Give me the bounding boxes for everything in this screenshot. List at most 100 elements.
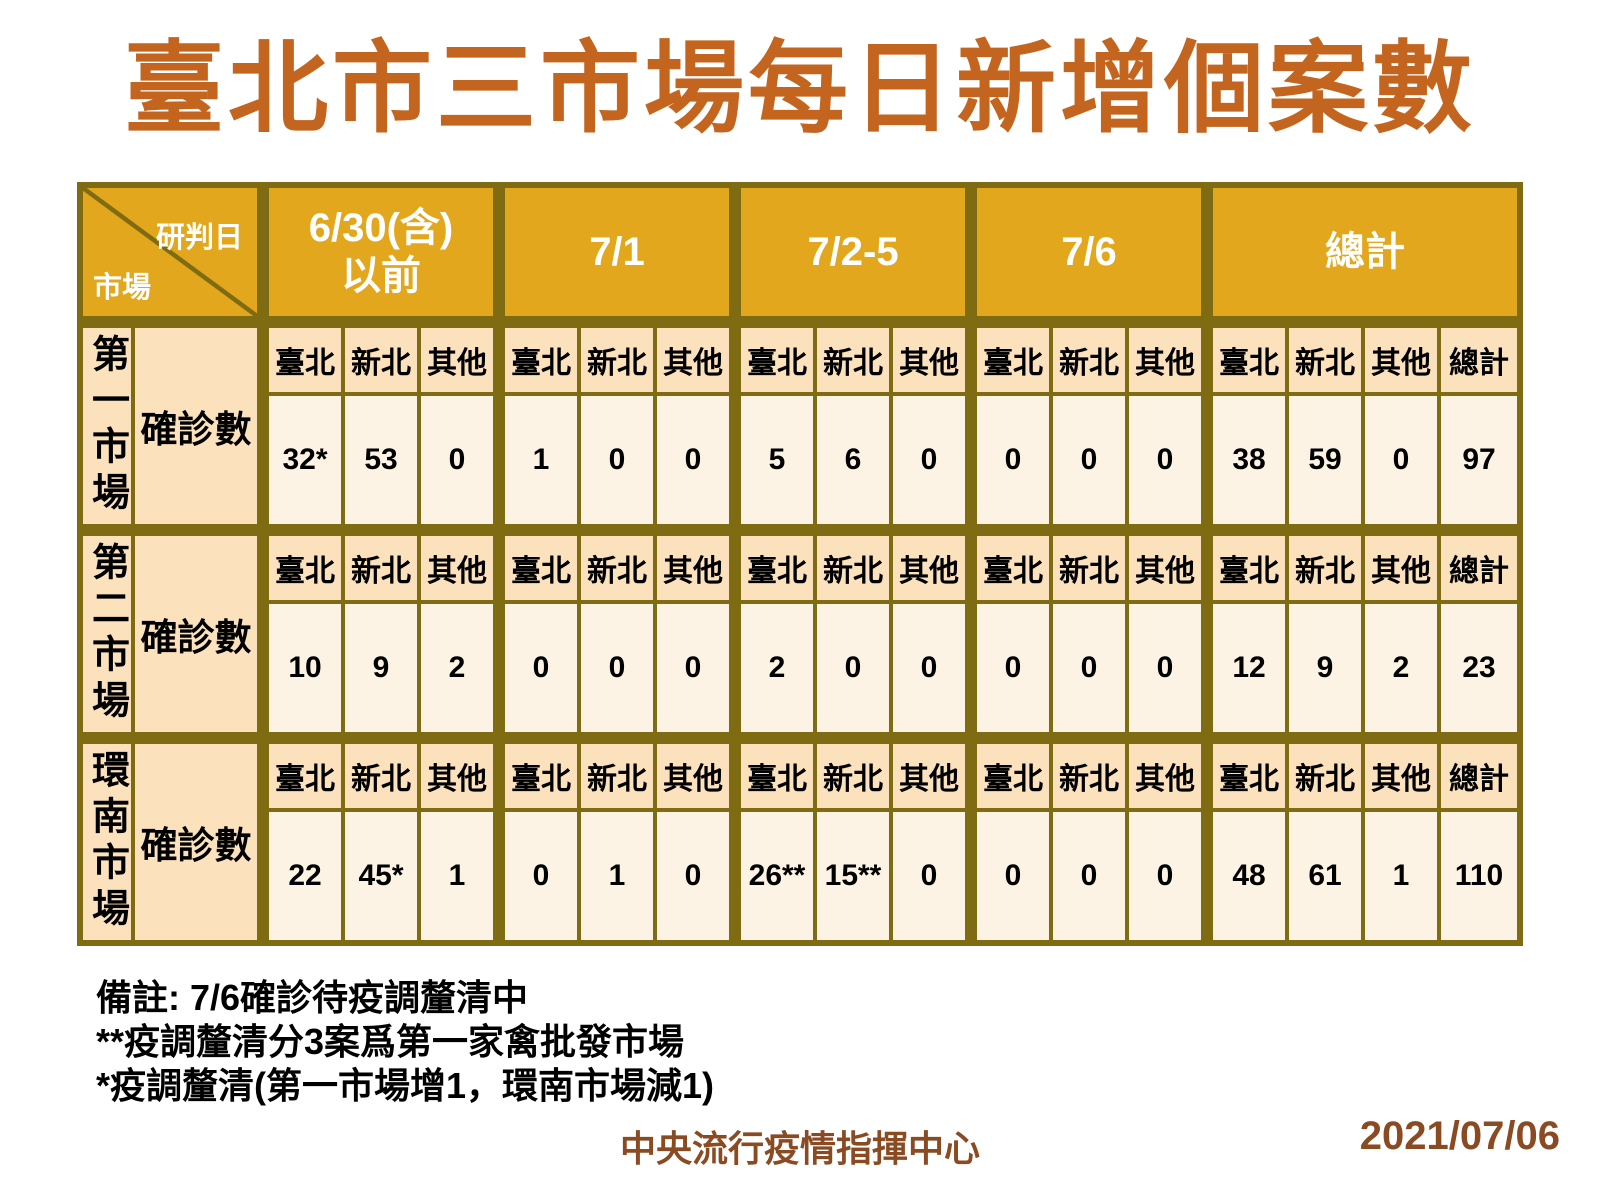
date-group-header: 6/30(含) 以前 bbox=[269, 188, 493, 316]
market-block: 第二市場 確診數 臺北 新北 其他 臺北 新北 其他 臺北 新北 其他 bbox=[83, 536, 1517, 732]
divider bbox=[733, 536, 737, 600]
date-group-header: 總計 bbox=[1213, 188, 1517, 316]
value-cell: 10 bbox=[269, 604, 341, 732]
divider bbox=[733, 744, 737, 808]
market-data-grid: 臺北 新北 其他 臺北 新北 其他 臺北 新北 其他 臺北 新北 其他 bbox=[261, 744, 1517, 940]
sub-column-header: 新北 bbox=[817, 328, 889, 392]
value-cell: 110 bbox=[1441, 812, 1517, 940]
value-cell: 0 bbox=[1129, 812, 1201, 940]
value-cell: 45* bbox=[345, 812, 417, 940]
sub-column-header: 臺北 bbox=[1213, 328, 1285, 392]
market-block: 第一市場 確診數 臺北 新北 其他 臺北 新北 其他 臺北 新北 其他 bbox=[83, 328, 1517, 524]
sub-column-header: 臺北 bbox=[269, 744, 341, 808]
sub-column-header: 其他 bbox=[421, 536, 493, 600]
divider bbox=[83, 736, 1517, 740]
value-cell: 0 bbox=[977, 396, 1049, 524]
sub-column-header: 其他 bbox=[421, 744, 493, 808]
value-cell: 0 bbox=[581, 604, 653, 732]
value-cell: 0 bbox=[1053, 604, 1125, 732]
divider bbox=[261, 188, 265, 316]
sub-column-header: 臺北 bbox=[977, 744, 1049, 808]
sub-column-header: 新北 bbox=[1053, 536, 1125, 600]
divider bbox=[1205, 744, 1209, 808]
divider bbox=[969, 744, 973, 808]
sub-column-header: 臺北 bbox=[977, 328, 1049, 392]
market-data-grid: 臺北 新北 其他 臺北 新北 其他 臺北 新北 其他 臺北 新北 其他 bbox=[261, 328, 1517, 524]
divider bbox=[1205, 188, 1209, 316]
value-row: 22 45* 1 0 1 0 26** 15** 0 0 0 0 48 bbox=[261, 812, 1517, 940]
sub-column-header: 新北 bbox=[581, 536, 653, 600]
sub-column-header: 其他 bbox=[1365, 328, 1437, 392]
value-cell: 97 bbox=[1441, 396, 1517, 524]
sub-column-header: 新北 bbox=[817, 536, 889, 600]
value-cell: 26** bbox=[741, 812, 813, 940]
sub-column-header: 其他 bbox=[657, 536, 729, 600]
value-cell: 2 bbox=[741, 604, 813, 732]
divider bbox=[733, 328, 737, 392]
value-cell: 0 bbox=[1053, 812, 1125, 940]
note-line: 備註: 7/6確診待疫調釐清中 bbox=[96, 977, 529, 1018]
sub-column-header: 新北 bbox=[345, 744, 417, 808]
sub-header-row: 臺北 新北 其他 臺北 新北 其他 臺北 新北 其他 臺北 新北 其他 bbox=[261, 328, 1517, 392]
value-cell: 1 bbox=[1365, 812, 1437, 940]
value-cell: 0 bbox=[893, 604, 965, 732]
sub-column-header: 其他 bbox=[1365, 536, 1437, 600]
value-cell: 2 bbox=[1365, 604, 1437, 732]
value-cell: 0 bbox=[893, 812, 965, 940]
divider bbox=[733, 812, 737, 940]
value-cell: 12 bbox=[1213, 604, 1285, 732]
divider bbox=[1205, 396, 1209, 524]
sub-column-header: 其他 bbox=[1129, 536, 1201, 600]
sub-column-header: 其他 bbox=[893, 744, 965, 808]
sub-column-header: 新北 bbox=[1053, 744, 1125, 808]
market-name: 第二市場 bbox=[83, 536, 131, 732]
total-column-header: 總計 bbox=[1441, 744, 1517, 808]
divider bbox=[969, 812, 973, 940]
divider bbox=[261, 536, 265, 600]
divider bbox=[1205, 812, 1209, 940]
value-cell: 6 bbox=[817, 396, 889, 524]
value-cell: 1 bbox=[421, 812, 493, 940]
value-cell: 48 bbox=[1213, 812, 1285, 940]
corner-label-market: 市場 bbox=[93, 272, 152, 304]
org-name: 中央流行疫情指揮中心 bbox=[619, 1128, 981, 1169]
divider bbox=[261, 744, 265, 808]
value-cell: 0 bbox=[1129, 604, 1201, 732]
sub-column-header: 臺北 bbox=[741, 744, 813, 808]
table-header-row: 研判日 市場 6/30(含) 以前 7/1 7/2-5 7/6 總計 bbox=[83, 188, 1517, 316]
sub-column-header: 其他 bbox=[893, 328, 965, 392]
row-label-confirmed-count: 確診數 bbox=[135, 536, 257, 732]
value-cell: 1 bbox=[581, 812, 653, 940]
divider bbox=[497, 188, 501, 316]
diagonal-line bbox=[83, 188, 257, 316]
value-cell: 0 bbox=[505, 812, 577, 940]
corner-label-judgment-date: 研判日 bbox=[155, 222, 243, 254]
sub-column-header: 臺北 bbox=[1213, 744, 1285, 808]
value-cell: 22 bbox=[269, 812, 341, 940]
value-cell: 0 bbox=[1129, 396, 1201, 524]
value-row: 10 9 2 0 0 0 2 0 0 0 0 0 12 bbox=[261, 604, 1517, 732]
date-group-header: 7/6 bbox=[977, 188, 1201, 316]
value-cell: 1 bbox=[505, 396, 577, 524]
date-group-header: 7/2-5 bbox=[741, 188, 965, 316]
sub-column-header: 其他 bbox=[1365, 744, 1437, 808]
divider bbox=[733, 604, 737, 732]
sub-column-header: 新北 bbox=[1289, 744, 1361, 808]
divider bbox=[261, 396, 265, 524]
sub-column-header: 新北 bbox=[345, 328, 417, 392]
sub-column-header: 其他 bbox=[893, 536, 965, 600]
divider bbox=[261, 812, 265, 940]
divider bbox=[497, 744, 501, 808]
divider bbox=[497, 812, 501, 940]
report-date: 2021/07/06 bbox=[1359, 1114, 1560, 1158]
sub-column-header: 臺北 bbox=[1213, 536, 1285, 600]
divider bbox=[1205, 328, 1209, 392]
value-cell: 0 bbox=[977, 812, 1049, 940]
divider bbox=[733, 188, 737, 316]
sub-column-header: 新北 bbox=[817, 744, 889, 808]
market-block: 環南市場 確診數 臺北 新北 其他 臺北 新北 其他 臺北 新北 其他 bbox=[83, 744, 1517, 940]
divider bbox=[969, 396, 973, 524]
page-title: 臺北市三市場每日新增個案數 bbox=[124, 33, 1476, 145]
value-cell: 0 bbox=[1365, 396, 1437, 524]
divider bbox=[497, 396, 501, 524]
